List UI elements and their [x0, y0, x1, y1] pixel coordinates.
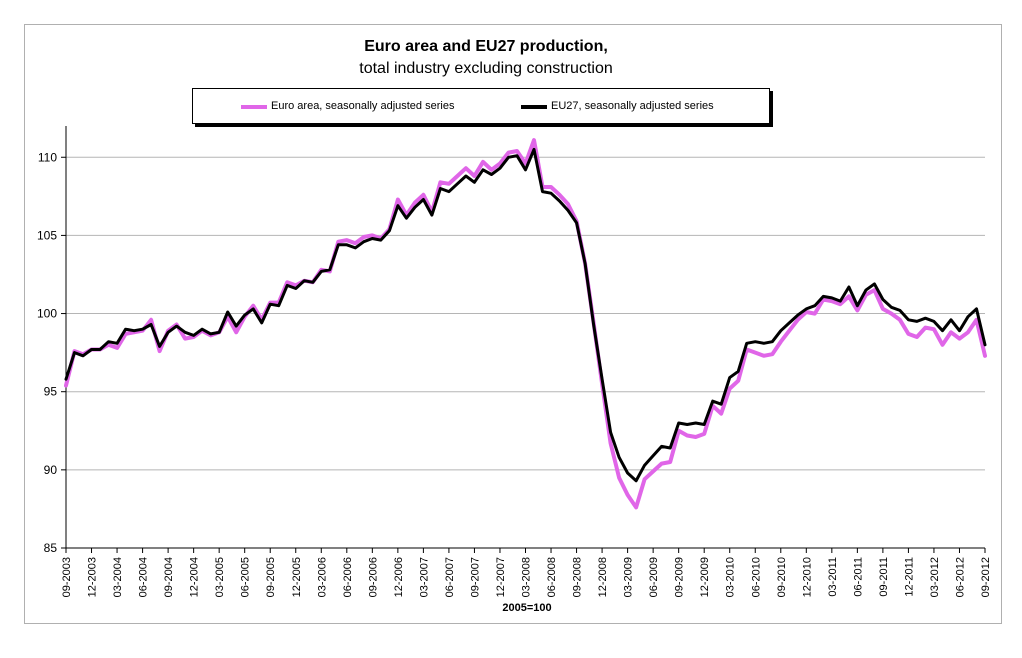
legend-item-euro-area: Euro area, seasonally adjusted series: [241, 100, 455, 112]
legend-label-eu27: EU27, seasonally adjusted series: [551, 100, 714, 112]
chart-legend: Euro area, seasonally adjusted series EU…: [192, 88, 770, 124]
legend-swatch-eu27: [521, 105, 547, 109]
chart-subtitle: total industry excluding construction: [359, 60, 613, 77]
legend-item-eu27: EU27, seasonally adjusted series: [521, 100, 714, 112]
legend-label-euro-area: Euro area, seasonally adjusted series: [271, 100, 455, 112]
legend-swatch-euro-area: [241, 105, 267, 109]
chart-title: Euro area and EU27 production,: [364, 38, 608, 55]
